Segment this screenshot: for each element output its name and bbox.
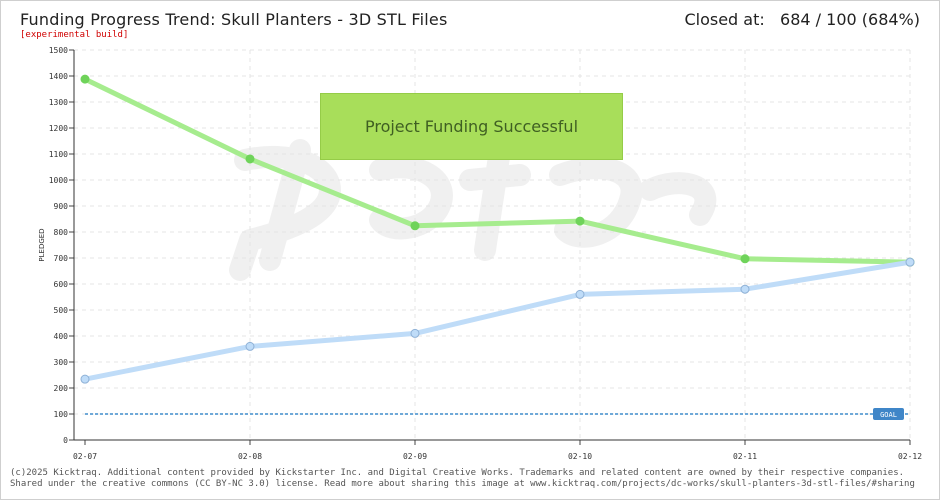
goal-line-group: GOAL <box>85 408 910 420</box>
x-tick-label: 02-09 <box>403 452 427 461</box>
y-tick-label: 600 <box>54 280 69 289</box>
y-tick-label: 1500 <box>49 46 68 55</box>
y-tick-label: 1000 <box>49 176 68 185</box>
y-tick-label: 500 <box>54 306 69 315</box>
y-tick-label: 700 <box>54 254 69 263</box>
y-tick-label: 400 <box>54 332 69 341</box>
projected-data-point <box>740 254 750 264</box>
series-group <box>80 74 915 384</box>
x-tick-label: 02-12 <box>898 452 922 461</box>
projected-data-point <box>80 74 90 84</box>
pledged-data-point <box>245 341 255 351</box>
closed-value: 684 / 100 (684%) <box>780 10 920 29</box>
y-tick-label: 1300 <box>49 98 68 107</box>
build-note: [experimental build] <box>20 30 129 40</box>
x-tick-label: 02-11 <box>733 452 757 461</box>
funding-success-banner: Project Funding Successful <box>320 93 623 160</box>
pledged-data-point <box>740 284 750 294</box>
x-tick-label: 02-07 <box>73 452 97 461</box>
y-tick-label: 1400 <box>49 72 68 81</box>
y-tick-label: 800 <box>54 228 69 237</box>
x-tick-label: 02-08 <box>238 452 262 461</box>
kicktraq-watermark <box>229 139 717 281</box>
pledged-data-point <box>80 374 90 384</box>
closed-label: Closed at: <box>684 10 765 29</box>
footer-notice: (c)2025 Kicktraq. Additional content pro… <box>10 468 915 490</box>
axes: 0 100 200 300 400 500 600 700 800 900 1000 1100 1200… <box>38 46 922 461</box>
y-tick-label: 900 <box>54 202 69 211</box>
goal-badge-label: GOAL <box>880 411 897 419</box>
y-tick-label: 300 <box>54 358 69 367</box>
y-tick-label: 1100 <box>49 150 68 159</box>
closed-summary: Closed at: 684 / 100 (684%) <box>684 10 920 29</box>
y-tick-label: 200 <box>54 384 69 393</box>
pledged-series-line <box>82 259 913 382</box>
y-tick-label: 0 <box>63 436 68 445</box>
projected-series-line <box>82 76 913 265</box>
pledged-data-point <box>410 328 420 338</box>
footer-line-2: Shared under the creative commons (CC BY… <box>10 479 915 489</box>
footer-line-1: (c)2025 Kicktraq. Additional content pro… <box>10 468 905 478</box>
projected-data-point <box>575 216 585 226</box>
pledged-data-point <box>575 289 585 299</box>
projected-data-point <box>245 154 255 164</box>
y-axis-label: PLEDGED <box>38 228 46 261</box>
y-tick-label: 100 <box>54 410 69 419</box>
chart-title: Funding Progress Trend: Skull Planters -… <box>20 10 448 29</box>
goal-badge <box>873 408 904 420</box>
y-tick-label: 1200 <box>49 124 68 133</box>
x-tick-label: 02-10 <box>568 452 592 461</box>
projected-data-point <box>410 221 420 231</box>
pledged-data-point <box>905 257 915 267</box>
